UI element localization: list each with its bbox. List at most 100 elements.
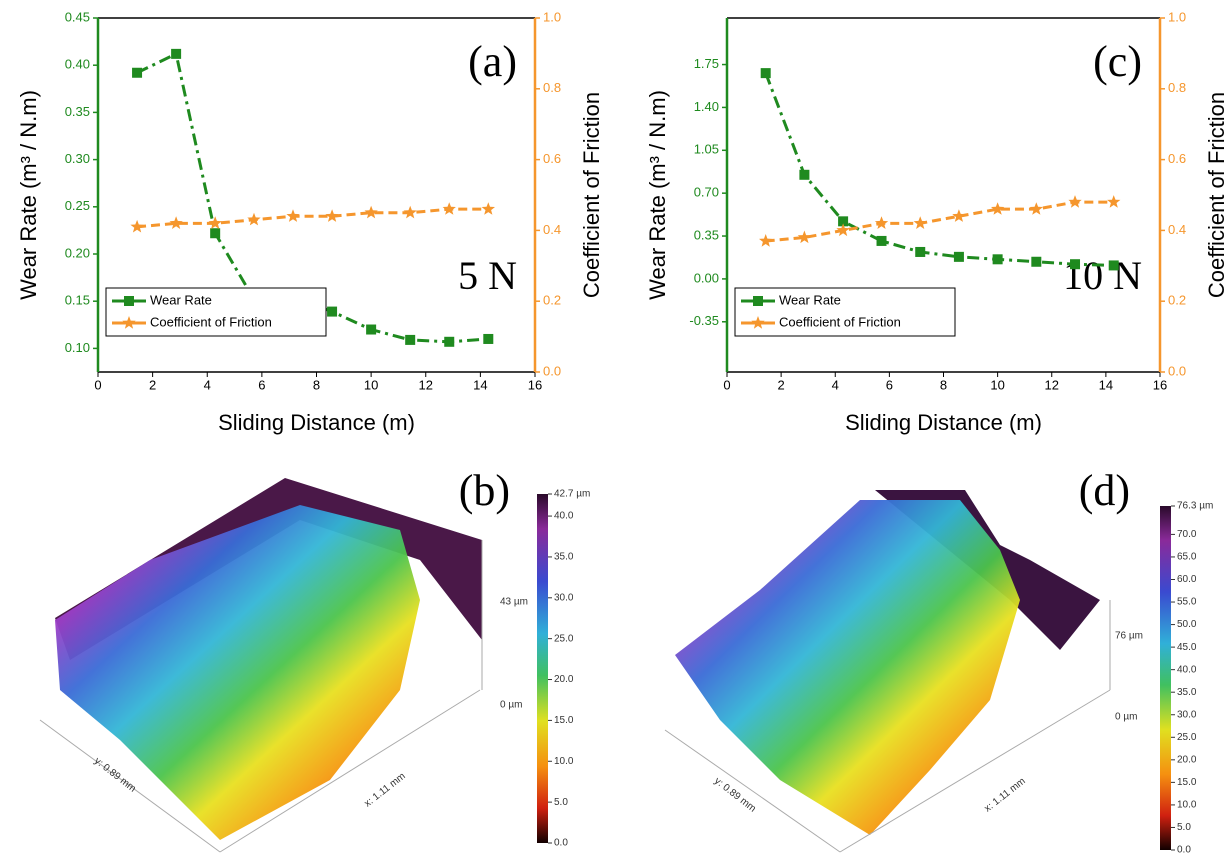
legend-label: Wear Rate (779, 292, 841, 307)
panel-label: (c) (1093, 37, 1142, 86)
point-star (797, 230, 812, 244)
y-tick-label: 0.45 (65, 9, 90, 24)
x-tick-label: 6 (886, 377, 893, 392)
y-tick-label: 1.05 (694, 142, 719, 157)
colorbar-tick-label: 10.0 (554, 756, 574, 767)
point-star (991, 202, 1005, 215)
y2-tick-label: 0.2 (543, 293, 561, 308)
point-star (208, 216, 222, 229)
point-star (247, 212, 261, 226)
x-tick-label: 0 (723, 377, 730, 392)
point-star (364, 205, 378, 219)
colorbar-tick-label: 30.0 (554, 592, 574, 603)
colorbar-tick-label: 25.0 (1177, 732, 1197, 743)
series-line (764, 72, 1114, 267)
point-square (1070, 259, 1081, 270)
y2-tick-label: 0.4 (543, 222, 561, 237)
point-square (876, 235, 887, 246)
legend-label: Wear Rate (150, 292, 212, 307)
legend-box (734, 287, 956, 337)
point-star (1029, 202, 1043, 215)
x-tick-label: 12 (419, 377, 433, 392)
load-label: 5 N (458, 253, 517, 298)
legend-box (105, 287, 327, 337)
y-tick-label: 1.75 (694, 56, 719, 71)
x-tick-label: 16 (528, 377, 542, 392)
point-square (405, 334, 416, 345)
x-tick-label: 10 (364, 377, 378, 392)
y-tick-label: 0.10 (65, 340, 90, 355)
colorbar-tick-label: 42.7 µm (554, 489, 590, 500)
colorbar-tick-label: 70.0 (1177, 529, 1197, 540)
panel-label: (b) (459, 466, 510, 515)
colorbar-tick-label: 55.0 (1177, 597, 1197, 608)
y2-tick-label: 0.6 (1168, 151, 1186, 166)
z-axis-top: 76 µm (1115, 631, 1143, 642)
surface-d (664, 490, 1111, 853)
point-star (1107, 195, 1121, 208)
point-square (366, 324, 377, 335)
y-tick-label: 0.35 (65, 104, 90, 119)
y-axis-label: Wear Rate (m³ / N.m) (645, 90, 670, 300)
panel-label: (a) (468, 37, 517, 86)
legend-marker (751, 316, 765, 329)
y2-tick-label: 0.0 (1168, 363, 1186, 378)
x-tick-label: 12 (1045, 377, 1059, 392)
colorbar-tick-label: 25.0 (554, 633, 574, 644)
y-axis-text: y: 0.89 mm (712, 776, 758, 815)
x-tick-label: 10 (990, 377, 1004, 392)
y-axis-text: y: 0.89 mm (92, 756, 138, 795)
point-star (130, 219, 144, 233)
colorbar-tick-label: 20.0 (1177, 754, 1197, 765)
x-tick-label: 14 (1099, 377, 1113, 392)
point-star (442, 202, 456, 215)
x-tick-label: 2 (778, 377, 785, 392)
series-line (765, 200, 1114, 243)
colorbar-tick-label: 40.0 (1177, 664, 1197, 675)
colorbar (537, 494, 548, 843)
colorbar-tick-label: 45.0 (1177, 642, 1197, 653)
colorbar-tick-label: 10.0 (1177, 800, 1197, 811)
x-tick-label: 16 (1153, 377, 1167, 392)
series-line (136, 51, 489, 344)
colorbar-tick-label: 15.0 (554, 715, 574, 726)
colorbar-tick-label: 40.0 (554, 511, 574, 522)
x-axis-text: x: 1.11 mm (363, 771, 408, 810)
colorbar-tick-label: 65.0 (1177, 552, 1197, 563)
y2-tick-label: 0.8 (543, 80, 561, 95)
y-tick-label: 0.35 (694, 227, 719, 242)
point-square (799, 169, 810, 180)
y-tick-label: 0.40 (65, 57, 90, 72)
colorbar-tick-label: 50.0 (1177, 619, 1197, 630)
point-square (1031, 256, 1042, 267)
x-axis-text: x: 1.11 mm (983, 776, 1028, 815)
colorbar-tick-label: 35.0 (554, 552, 574, 563)
colorbar-tick-label: 0.0 (554, 838, 568, 849)
point-square (210, 228, 221, 239)
x-axis-label: Sliding Distance (m) (845, 410, 1042, 435)
point-square (838, 216, 849, 227)
legend-marker (124, 296, 134, 306)
y2-tick-label: 0.8 (1168, 80, 1186, 95)
y2-axis-label: Coefficient of Friction (1204, 92, 1229, 298)
colorbar-tick-label: 20.0 (554, 674, 574, 685)
point-star (759, 234, 773, 247)
legend-label: Coefficient of Friction (779, 314, 901, 329)
point-square (483, 333, 494, 344)
point-star (169, 216, 183, 229)
point-square (992, 254, 1003, 265)
x-tick-label: 8 (940, 377, 947, 392)
point-star (481, 202, 495, 215)
y-axis-label: Wear Rate (m³ / N.m) (16, 90, 41, 300)
point-star (403, 205, 417, 219)
point-star (913, 216, 927, 229)
x-tick-label: 2 (149, 377, 156, 392)
x-tick-label: 6 (258, 377, 265, 392)
colorbar-tick-label: 5.0 (1177, 822, 1191, 833)
point-square (760, 68, 771, 79)
y-tick-label: -0.35 (689, 313, 719, 328)
panel-label: (d) (1079, 466, 1130, 515)
point-square (1108, 260, 1119, 271)
y-tick-label: 0.00 (694, 270, 719, 285)
